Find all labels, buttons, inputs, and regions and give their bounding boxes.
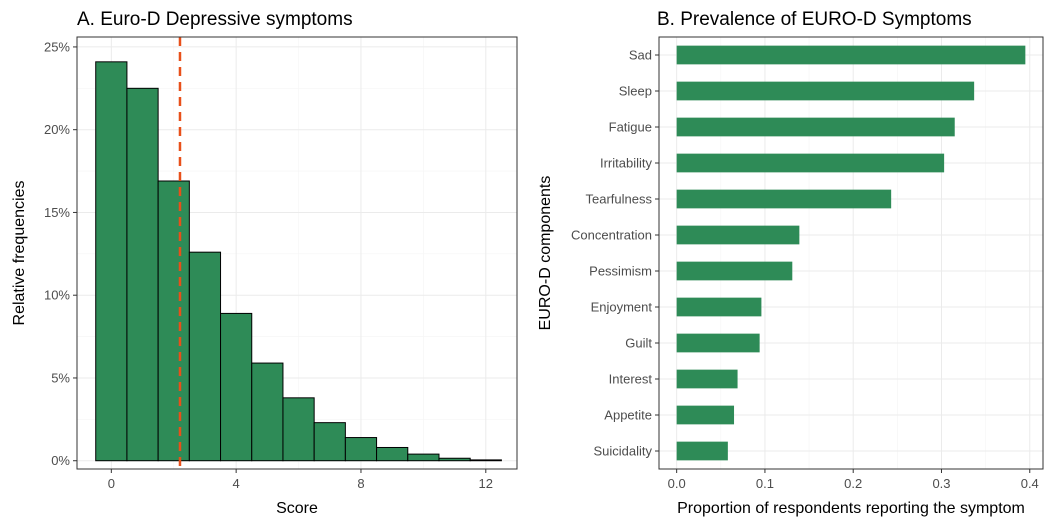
bar-pessimism [676, 261, 793, 281]
y-tick-label: 10% [44, 288, 70, 303]
bar-concentration [676, 225, 800, 245]
histogram-bar [220, 312, 253, 462]
category-label: Irritability [600, 156, 653, 171]
bar-tearfulness [676, 189, 892, 209]
panel-b-y-axis: Sad Sleep Fatigue Irritability Tearfulness Co… [571, 48, 659, 459]
category-label: Sleep [619, 84, 652, 99]
bar-appetite [676, 405, 735, 425]
y-tick-label: 15% [44, 205, 70, 220]
panel-a-x-axis-title: Score [276, 500, 318, 517]
histogram-bar [344, 437, 378, 462]
panel-b-x-axis-title: Proportion of respondents reporting the … [677, 500, 1025, 517]
category-label: Tearfulness [586, 192, 653, 207]
histogram-bar [313, 422, 346, 462]
histogram-bar [157, 180, 190, 462]
histogram-bar [438, 457, 471, 462]
panel-a-title: A. Euro-D Depressive symptoms [77, 9, 353, 30]
category-label: Appetite [604, 408, 652, 423]
panel-b-grid [659, 37, 1043, 469]
bar-sad [676, 45, 1026, 65]
y-tick-label: 5% [51, 370, 70, 385]
bar-sleep [676, 81, 975, 101]
bar-guilt [676, 333, 760, 353]
x-tick-label: 0.2 [844, 476, 862, 491]
panel-a-x-axis: 0 4 8 12 [108, 469, 493, 491]
histogram-bar [251, 362, 284, 462]
histogram-bar [282, 397, 315, 462]
panel-a-y-axis-title: Relative frequencies [11, 181, 28, 326]
histogram-bar [95, 61, 128, 462]
x-tick-label: 0.1 [756, 476, 774, 491]
bar-suicidality [676, 441, 728, 461]
panel-b-x-axis: 0.0 0.1 0.2 0.3 0.4 [668, 469, 1039, 491]
x-tick-label: 4 [233, 476, 240, 491]
panel-b-border [658, 36, 1044, 470]
category-label: Interest [609, 372, 653, 387]
histogram-bar [376, 446, 409, 462]
category-label: Sad [629, 48, 652, 63]
x-tick-label: 0 [108, 476, 115, 491]
category-label: Enjoyment [591, 300, 653, 315]
x-tick-label: 0.3 [932, 476, 950, 491]
histogram-bar [469, 459, 502, 462]
category-label: Guilt [625, 336, 652, 351]
y-tick-label: 20% [44, 122, 70, 137]
histogram-bar [407, 453, 440, 462]
panel-b-y-axis-title: EURO-D components [537, 176, 554, 331]
bar-enjoyment [676, 297, 762, 317]
bar-irritability [676, 153, 945, 173]
category-label: Concentration [571, 228, 652, 243]
category-label: Suicidality [593, 444, 652, 459]
panel-b-bar-chart: B. Prevalence of EURO-D Symptoms Sad Slee… [537, 9, 1044, 517]
category-label: Pessimism [589, 264, 652, 279]
panel-a-histogram: A. Euro-D Depressive symptoms 0% 5% 10% 15%… [11, 9, 518, 517]
x-tick-label: 12 [479, 476, 493, 491]
y-tick-label: 0% [51, 453, 70, 468]
x-tick-label: 8 [357, 476, 364, 491]
histogram-bar [126, 87, 159, 462]
panel-a-bars [95, 61, 502, 462]
panel-b-title: B. Prevalence of EURO-D Symptoms [657, 9, 972, 30]
x-tick-label: 0.0 [668, 476, 686, 491]
panel-b-bars [676, 45, 1026, 461]
bar-fatigue [676, 117, 955, 137]
x-tick-label: 0.4 [1021, 476, 1039, 491]
bar-interest [676, 369, 738, 389]
histogram-bar [188, 251, 222, 462]
panel-a-y-axis: 0% 5% 10% 15% 20% 25% [44, 39, 77, 468]
category-label: Fatigue [609, 120, 652, 135]
panel-a-border [76, 36, 518, 470]
y-tick-label: 25% [44, 39, 70, 54]
